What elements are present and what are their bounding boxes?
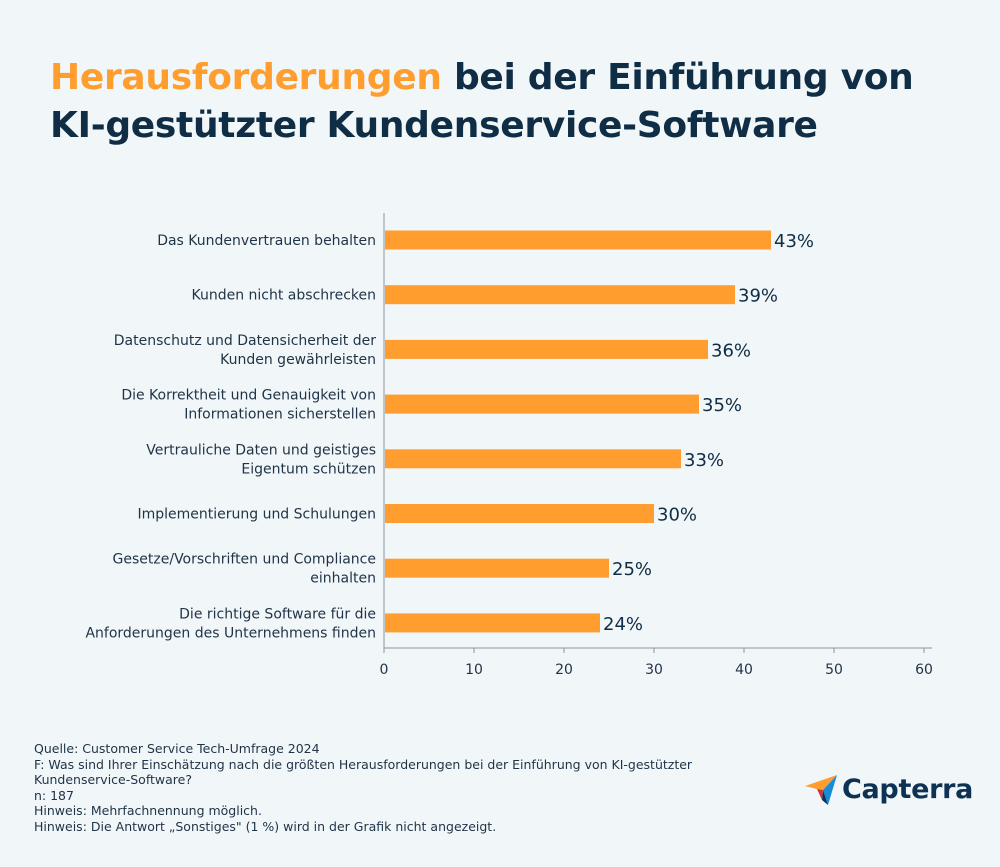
x-tick-label: 10 bbox=[465, 662, 483, 678]
category-label: Gesetze/Vorschriften und Compliance bbox=[113, 552, 376, 568]
capterra-wordmark: Capterra bbox=[842, 774, 974, 805]
x-tick-label: 30 bbox=[645, 662, 663, 678]
category-label: einhalten bbox=[310, 571, 376, 587]
category-label: Implementierung und Schulungen bbox=[137, 507, 376, 523]
capterra-logo: Capterra bbox=[804, 772, 974, 812]
category-label: Die richtige Software für die bbox=[179, 606, 376, 622]
bar bbox=[385, 504, 654, 523]
bar-chart: 0 10 20 30 40 50 60 43% Das Kundenvertrauen beha… bbox=[85, 213, 933, 678]
footer-line-source: Quelle: Customer Service Tech-Umfrage 20… bbox=[34, 741, 320, 756]
footer-line-note-2: Hinweis: Die Antwort „Sonstiges" (1 %) w… bbox=[34, 818, 497, 834]
x-tick-label: 40 bbox=[735, 662, 753, 678]
bar bbox=[385, 230, 771, 250]
category-label: Vertrauliche Daten und geistiges bbox=[146, 442, 376, 458]
value-label: 36% bbox=[711, 340, 751, 361]
x-tick-label: 60 bbox=[915, 662, 933, 678]
category-label: Eigentum schützen bbox=[241, 461, 376, 477]
category-label: Kunden nicht abschrecken bbox=[191, 288, 376, 304]
category-label: Datenschutz und Datensicherheit der bbox=[114, 333, 376, 349]
bar bbox=[385, 613, 600, 633]
bar bbox=[385, 558, 609, 578]
value-label: 43% bbox=[774, 231, 814, 252]
x-tick-label: 20 bbox=[555, 662, 573, 678]
category-label: Das Kundenvertrauen behalten bbox=[157, 233, 376, 249]
value-label: 30% bbox=[657, 505, 697, 526]
title-line1-rest: bei der Einführung von bbox=[441, 57, 914, 98]
category-label: Informationen sicherstellen bbox=[184, 407, 376, 423]
category-label: Die Korrektheit und Genauigkeit von bbox=[121, 388, 376, 404]
footer-line-note-1: Hinweis: Mehrfachnennung möglich. bbox=[34, 803, 262, 818]
category-label: Kunden gewährleisten bbox=[220, 352, 376, 368]
title-highlight: Herausforderungen bbox=[50, 57, 442, 98]
x-tick-label: 0 bbox=[380, 662, 389, 678]
chart-title: Herausforderungen bei der Einführung von… bbox=[50, 54, 970, 150]
footer-line-question: F: Was sind Ihrer Einschätzung nach die … bbox=[34, 756, 693, 772]
footer-line-sample-size: n: 187 bbox=[34, 787, 74, 803]
value-label: 39% bbox=[738, 286, 778, 307]
value-label: 25% bbox=[612, 559, 652, 580]
bar bbox=[385, 339, 708, 359]
value-label: 33% bbox=[684, 450, 724, 471]
value-label: 35% bbox=[702, 395, 742, 416]
bar bbox=[385, 394, 699, 414]
x-tick-label: 50 bbox=[825, 662, 843, 678]
footer-line-question-cont: Kundenservice-Software? bbox=[34, 772, 192, 787]
value-label: 24% bbox=[603, 614, 643, 635]
title-line2: KI-gestützter Kundenservice-Software bbox=[50, 105, 818, 146]
bar bbox=[385, 449, 681, 469]
source-notes: Quelle: Customer Service Tech-Umfrage 20… bbox=[34, 741, 754, 834]
category-label: Anforderungen des Unternehmens finden bbox=[85, 625, 376, 641]
bar bbox=[385, 285, 735, 305]
capterra-arrow-icon bbox=[805, 775, 837, 805]
